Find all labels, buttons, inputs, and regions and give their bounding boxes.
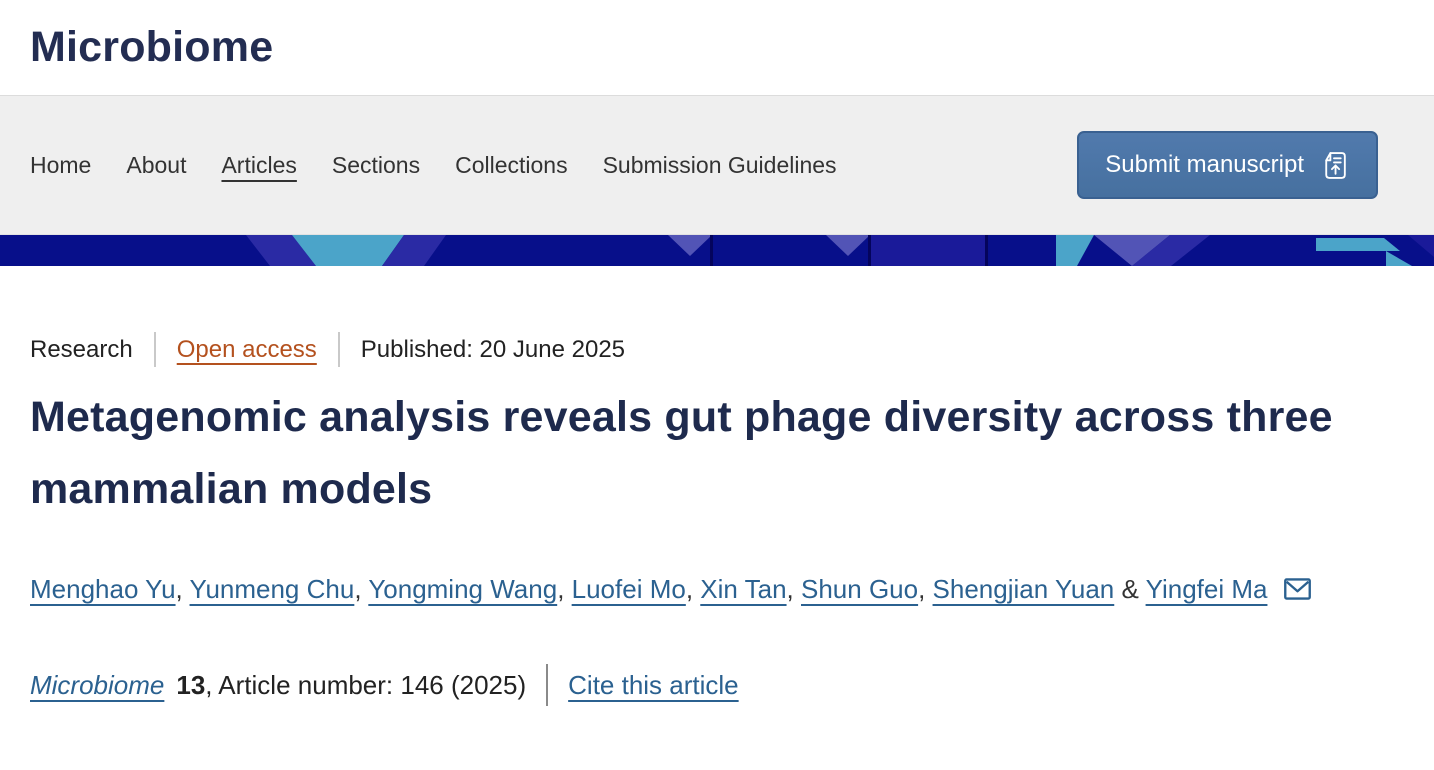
volume-number: 13 <box>176 669 206 700</box>
author-link[interactable]: Yongming Wang <box>368 574 558 604</box>
nav-item-articles[interactable]: Articles <box>221 151 297 178</box>
author-separator: , <box>175 574 190 604</box>
corresponding-author-link[interactable]: Yingfei Ma <box>1145 574 1268 604</box>
author-separator: , <box>354 574 369 604</box>
author-link[interactable]: Luofei Mo <box>571 574 686 604</box>
journal-logo[interactable]: Microbiome <box>30 23 274 71</box>
site-header: Microbiome <box>0 0 1434 96</box>
author-link[interactable]: Shun Guo <box>801 574 919 604</box>
author-link[interactable]: Shengjian Yuan <box>932 574 1115 604</box>
nav-links: Home About Articles Sections Collections Subm… <box>30 152 1077 179</box>
nav-item-collections[interactable]: Collections <box>455 151 568 178</box>
citation-line: Microbiome 13 , Article number: 146 (202… <box>30 664 1404 706</box>
citation-divider <box>546 664 549 706</box>
cite-this-article-link[interactable]: Cite this article <box>568 669 739 700</box>
open-access-link[interactable]: Open access <box>176 335 317 363</box>
article-type: Research <box>30 335 133 363</box>
article-meta-line: Research Open access Published: 20 June … <box>30 332 1404 367</box>
author-list: Menghao Yu, Yunmeng Chu, Yongming Wang, … <box>30 563 1404 618</box>
author-separator: , <box>557 574 572 604</box>
meta-divider <box>153 332 156 367</box>
article-number-text: , Article number: 146 (2025) <box>205 669 527 700</box>
author-separator: & <box>1114 574 1146 604</box>
nav-item-sections[interactable]: Sections <box>331 151 421 178</box>
author-link[interactable]: Yunmeng Chu <box>189 574 355 604</box>
author-separator: , <box>786 574 801 604</box>
decorative-banner <box>0 235 1434 266</box>
submit-manuscript-label: Submit manuscript <box>1105 151 1304 178</box>
author-link[interactable]: Menghao Yu <box>30 574 176 604</box>
submit-manuscript-button[interactable]: Submit manuscript <box>1077 131 1378 199</box>
author-separator: , <box>685 574 701 604</box>
author-link[interactable]: Xin Tan <box>700 574 787 604</box>
nav-item-about[interactable]: About <box>126 151 187 178</box>
journal-link[interactable]: Microbiome <box>30 669 165 700</box>
nav-item-submission-guidelines[interactable]: Submission Guidelines <box>602 151 837 178</box>
published-date: Published: 20 June 2025 <box>360 335 626 363</box>
nav-item-home[interactable]: Home <box>30 151 92 178</box>
author-separator: , <box>918 574 933 604</box>
authors: Menghao Yu, Yunmeng Chu, Yongming Wang, … <box>30 574 1146 604</box>
manuscript-upload-icon <box>1319 150 1350 181</box>
meta-divider <box>337 332 340 367</box>
main-nav: Home About Articles Sections Collections Subm… <box>0 96 1434 235</box>
article-title: Metagenomic analysis reveals gut phage d… <box>30 393 1333 513</box>
article-header: Research Open access Published: 20 June … <box>0 266 1434 706</box>
email-icon[interactable] <box>1275 577 1311 607</box>
